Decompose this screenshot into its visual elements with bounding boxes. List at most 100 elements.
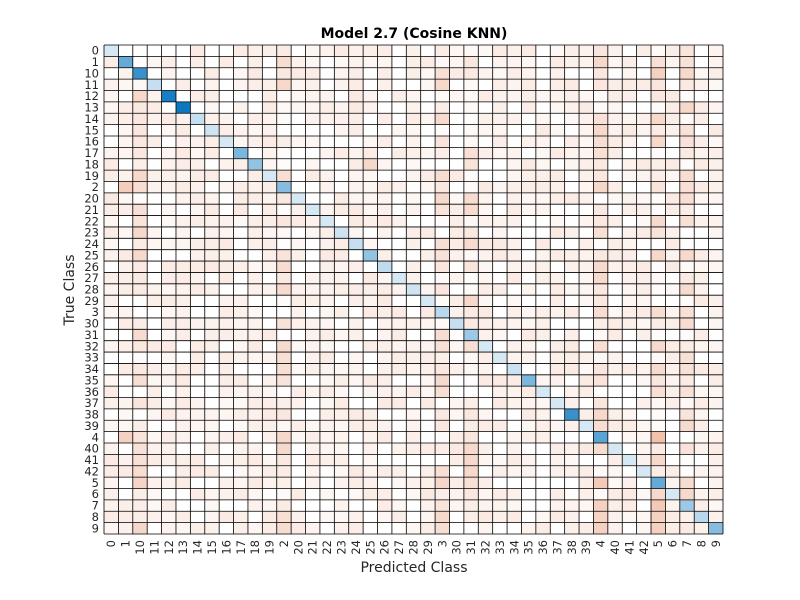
matrix-cell xyxy=(679,374,695,387)
matrix-cell xyxy=(679,488,695,501)
matrix-cell xyxy=(694,135,709,148)
matrix-cell xyxy=(334,340,350,353)
matrix-cell xyxy=(262,158,278,171)
matrix-cell xyxy=(291,522,306,535)
y-tick-label: 24 xyxy=(84,237,99,251)
matrix-cell xyxy=(276,477,292,489)
matrix-cell xyxy=(175,170,191,182)
matrix-cell xyxy=(104,192,119,205)
matrix-cell xyxy=(175,511,191,523)
matrix-cell xyxy=(651,443,666,455)
matrix-cell xyxy=(406,90,421,103)
matrix-cell xyxy=(319,181,335,194)
matrix-cell xyxy=(233,56,249,69)
matrix-cell xyxy=(564,147,580,160)
matrix-cell xyxy=(104,170,119,182)
matrix-cell xyxy=(276,465,292,478)
matrix-cell xyxy=(406,522,421,535)
matrix-cell xyxy=(622,67,637,80)
matrix-cell xyxy=(679,226,695,239)
matrix-cell xyxy=(291,386,306,398)
matrix-cell xyxy=(636,465,652,478)
matrix-cell xyxy=(247,204,263,216)
matrix-cell xyxy=(708,101,724,114)
matrix-cell xyxy=(276,249,292,262)
matrix-cell xyxy=(463,386,479,398)
matrix-cell xyxy=(478,511,493,523)
matrix-cell xyxy=(420,511,436,523)
matrix-cell xyxy=(348,204,364,216)
matrix-cell xyxy=(175,340,191,353)
matrix-cell xyxy=(665,226,681,239)
matrix-cell xyxy=(449,306,465,319)
matrix-cell xyxy=(406,147,421,160)
matrix-cell xyxy=(118,420,134,432)
matrix-cell xyxy=(636,215,652,228)
matrix-cell xyxy=(204,306,220,319)
matrix-cell xyxy=(104,488,119,501)
matrix-cell xyxy=(593,56,609,69)
matrix-cell xyxy=(550,181,565,194)
matrix-cell xyxy=(262,181,278,194)
matrix-cell xyxy=(305,158,321,171)
matrix-cell xyxy=(104,329,119,341)
x-tick-label: 36 xyxy=(536,540,550,555)
matrix-cell xyxy=(665,79,681,91)
matrix-cell xyxy=(233,90,249,103)
matrix-cell xyxy=(147,465,162,478)
matrix-cell xyxy=(161,170,177,182)
matrix-cell xyxy=(118,340,134,353)
matrix-cell xyxy=(449,238,465,250)
matrix-cell xyxy=(550,170,565,182)
matrix-cell xyxy=(276,386,292,398)
matrix-cell xyxy=(132,408,148,421)
matrix-cell xyxy=(550,386,565,398)
matrix-cell xyxy=(535,386,551,398)
matrix-cell xyxy=(276,408,292,421)
matrix-cell xyxy=(521,477,537,489)
matrix-cell xyxy=(276,204,292,216)
x-tick-label: 18 xyxy=(248,540,262,555)
matrix-cell xyxy=(679,261,695,273)
matrix-cell xyxy=(291,499,306,512)
matrix-cell xyxy=(175,56,191,69)
matrix-cell xyxy=(377,101,393,114)
matrix-cell xyxy=(233,238,249,250)
matrix-cell xyxy=(420,431,436,444)
matrix-cell xyxy=(521,374,537,387)
matrix-cell xyxy=(291,170,306,182)
matrix-cell xyxy=(233,79,249,91)
matrix-cell xyxy=(651,215,666,228)
x-tick-label: 37 xyxy=(550,540,564,555)
matrix-cell xyxy=(564,170,580,182)
matrix-cell xyxy=(118,101,134,114)
matrix-cell xyxy=(535,397,551,410)
matrix-cell xyxy=(104,226,119,239)
matrix-cell xyxy=(175,454,191,467)
matrix-cell xyxy=(535,443,551,455)
matrix-cell xyxy=(622,363,637,376)
matrix-cell xyxy=(507,295,522,307)
matrix-cell xyxy=(535,192,551,205)
matrix-cell xyxy=(161,79,177,91)
matrix-cell xyxy=(535,477,551,489)
matrix-cell xyxy=(449,79,465,91)
matrix-cell xyxy=(651,261,666,273)
matrix-cell xyxy=(607,283,623,296)
matrix-cell xyxy=(204,352,220,364)
matrix-cell xyxy=(247,261,263,273)
matrix-cell xyxy=(262,488,278,501)
x-tick-label: 27 xyxy=(392,540,406,555)
matrix-cell xyxy=(190,135,206,148)
matrix-cell xyxy=(118,158,134,171)
matrix-cell xyxy=(219,465,234,478)
matrix-cell xyxy=(204,522,220,535)
matrix-cell xyxy=(406,56,421,69)
matrix-cell xyxy=(622,124,637,137)
matrix-cell xyxy=(319,226,335,239)
matrix-cell xyxy=(147,340,162,353)
matrix-cell xyxy=(175,386,191,398)
matrix-cell xyxy=(291,226,306,239)
matrix-cell xyxy=(622,181,637,194)
matrix-cell xyxy=(247,465,263,478)
